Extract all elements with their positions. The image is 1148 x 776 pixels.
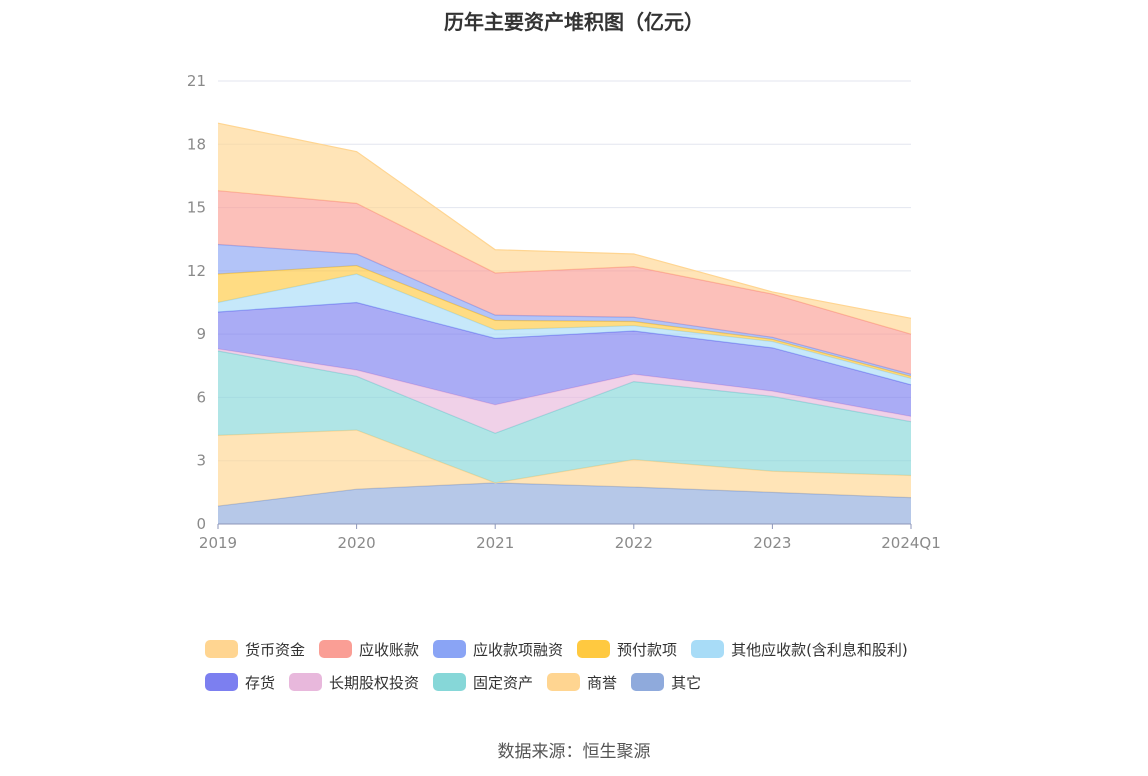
- source-note: 数据来源：恒生聚源: [497, 742, 651, 762]
- area-series[interactable]: [218, 302, 911, 417]
- y-tick-label: 21: [187, 72, 206, 90]
- area-series[interactable]: [218, 348, 911, 434]
- legend-swatch: [205, 640, 238, 658]
- area-series[interactable]: [218, 482, 911, 524]
- legend-label: 存货: [245, 673, 276, 692]
- legend-row: 货币资金 应收账款 应收款项融资 预付款项 其他应收款(含利息和股利): [205, 638, 965, 660]
- legend-swatch: [547, 673, 581, 691]
- y-tick-label: 6: [196, 388, 206, 406]
- x-tick-label: 2022: [615, 534, 653, 552]
- legend-label: 货币资金: [245, 640, 306, 659]
- legend-label: 应收款项融资: [473, 640, 564, 659]
- legend-swatch: [631, 673, 665, 691]
- legend-label: 固定资产: [473, 673, 534, 692]
- y-tick-label: 0: [196, 515, 206, 533]
- legend-swatch: [691, 640, 725, 658]
- area-layer: [217, 122, 912, 524]
- legend-label: 其他应收款(含利息和股利): [731, 640, 908, 659]
- x-tick-label: 2020: [338, 534, 376, 552]
- legend-item[interactable]: 应收款项融资: [433, 639, 563, 660]
- x-tick-label: 2021: [476, 534, 514, 552]
- legend-swatch: [319, 640, 353, 658]
- legend-item[interactable]: 其它: [631, 672, 701, 693]
- area-series[interactable]: [218, 190, 911, 375]
- legend-swatch: [205, 673, 238, 691]
- y-tick-label: 9: [196, 325, 206, 343]
- legend-label: 商誉: [587, 673, 618, 692]
- chart-title: 历年主要资产堆积图（亿元）: [444, 10, 704, 34]
- legend-swatch: [433, 673, 467, 691]
- y-tick-label: 3: [196, 452, 206, 470]
- area-series[interactable]: [218, 265, 911, 379]
- legend: 货币资金 应收账款 应收款项融资 预付款项 其他应收款(含利息和股利) 存货 长期股权投资 固…: [205, 638, 965, 704]
- y-tick-label: 15: [187, 199, 206, 217]
- legend-row: 存货 长期股权投资 固定资产 商誉 其它: [205, 671, 965, 693]
- legend-item[interactable]: 固定资产: [433, 672, 533, 693]
- legend-swatch: [577, 640, 611, 658]
- area-series[interactable]: [218, 274, 911, 385]
- x-tick-label: 2023: [753, 534, 791, 552]
- area-series-edge: [217, 301, 912, 386]
- legend-label: 应收账款: [359, 640, 420, 659]
- legend-swatch: [289, 673, 323, 691]
- legend-item[interactable]: 其他应收款(含利息和股利): [691, 639, 908, 660]
- legend-item[interactable]: 商誉: [547, 672, 617, 693]
- y-tick-label: 18: [187, 135, 206, 153]
- legend-item[interactable]: 长期股权投资: [289, 672, 419, 693]
- area-series[interactable]: [218, 430, 911, 507]
- stacked-area-chart: 0 3 6 9 12 15 18 21 2019 2020 2021 2022 2023 2024Q1: [187, 72, 941, 552]
- legend-item[interactable]: 货币资金: [205, 639, 305, 660]
- area-series[interactable]: [218, 351, 911, 483]
- legend-swatch: [433, 640, 467, 658]
- legend-label: 长期股权投资: [329, 673, 420, 692]
- legend-item[interactable]: 预付款项: [577, 639, 677, 660]
- area-series[interactable]: [218, 244, 911, 377]
- y-tick-label: 12: [187, 262, 206, 280]
- area-series-edge: [217, 122, 912, 319]
- x-tick-label: 2019: [199, 534, 237, 552]
- legend-item[interactable]: 应收账款: [319, 639, 419, 660]
- axis-layer: 0 3 6 9 12 15 18 21 2019 2020 2021 2022 2023 2024Q1: [187, 72, 941, 552]
- legend-label: 预付款项: [617, 640, 678, 659]
- x-tick-label: 2024Q1: [881, 534, 941, 552]
- legend-item[interactable]: 存货: [205, 672, 275, 693]
- area-series[interactable]: [218, 123, 911, 335]
- legend-label: 其它: [671, 673, 702, 692]
